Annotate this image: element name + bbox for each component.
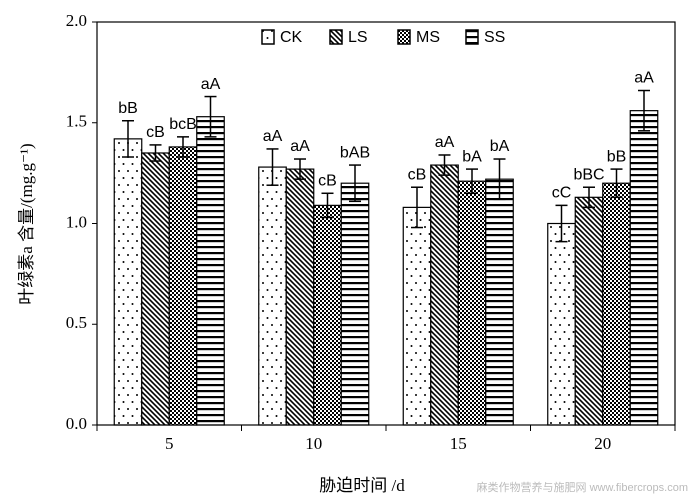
significance-label: aA (290, 138, 310, 155)
significance-label: cB (146, 124, 165, 141)
y-tick-label: 0.0 (66, 414, 87, 433)
significance-label: bcB (169, 116, 197, 133)
legend-label: LS (348, 29, 368, 46)
legend-swatch (329, 29, 343, 45)
x-tick-label: 15 (450, 434, 467, 453)
bar (574, 196, 604, 426)
legend-label: CK (280, 29, 303, 46)
significance-label: aA (435, 134, 455, 151)
significance-label: bB (118, 100, 138, 117)
y-tick-label: 2.0 (66, 11, 87, 30)
significance-label: cB (318, 172, 337, 189)
significance-label: bAB (340, 144, 370, 161)
bar (629, 110, 659, 426)
bar (168, 146, 198, 426)
bar (141, 152, 170, 426)
bar (258, 166, 287, 426)
legend-swatch (397, 29, 411, 45)
legend-swatch (465, 29, 479, 45)
significance-label: bB (607, 148, 627, 165)
bar (113, 138, 143, 426)
significance-label: bA (490, 138, 510, 155)
bar (196, 116, 225, 426)
bar (285, 168, 315, 426)
bar (485, 178, 514, 426)
x-tick-label: 20 (594, 434, 611, 453)
legend-label: SS (484, 29, 505, 46)
plot-frame (96, 21, 676, 426)
x-axis-title: 胁迫时间 /d (319, 476, 405, 495)
y-tick-label: 1.5 (66, 112, 87, 131)
legend-swatch (261, 29, 275, 45)
significance-label: cB (408, 166, 427, 183)
significance-label: aA (634, 70, 654, 87)
y-tick-label: 0.5 (66, 313, 87, 332)
y-tick-label: 1.0 (66, 212, 87, 231)
watermark: 麻类作物营养与施肥网 www.fibercrops.com (477, 480, 688, 494)
bar (457, 180, 487, 426)
significance-label: bA (462, 148, 482, 165)
significance-label: cC (552, 185, 572, 202)
significance-label: bBC (573, 166, 604, 183)
bar (340, 182, 370, 426)
bar (430, 164, 459, 426)
y-axis-title: 叶绿素a 含量/(mg.g⁻¹) (17, 143, 36, 304)
legend-label: MS (416, 29, 440, 46)
x-tick-label: 5 (165, 434, 174, 453)
x-tick-label: 10 (305, 434, 322, 453)
significance-label: aA (201, 76, 221, 93)
bar (547, 222, 576, 426)
bar (602, 182, 631, 426)
bar (313, 204, 342, 426)
significance-label: aA (263, 128, 283, 145)
bar (402, 206, 432, 426)
